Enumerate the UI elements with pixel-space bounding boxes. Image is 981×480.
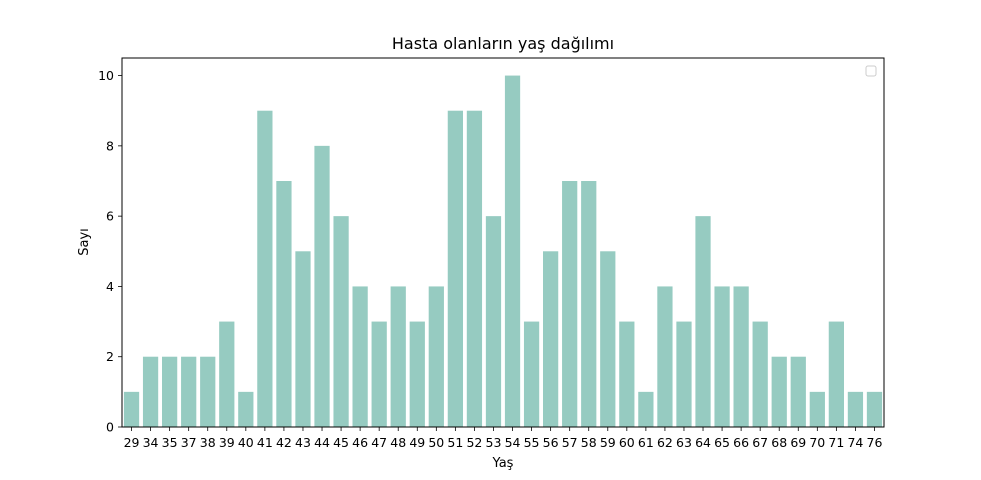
- bar-age-70: [809, 391, 825, 427]
- bar-age-42: [276, 181, 292, 427]
- bar-age-46: [352, 286, 368, 427]
- x-tick-label: 61: [638, 435, 654, 450]
- x-tick-label: 42: [276, 435, 292, 450]
- x-tick-label: 55: [524, 435, 540, 450]
- y-axis: 0 2 4 6 8 10: [98, 68, 122, 435]
- bar-age-69: [790, 356, 806, 427]
- x-tick-label: 69: [790, 435, 806, 450]
- x-tick-label: 41: [257, 435, 273, 450]
- bar-age-61: [638, 391, 654, 427]
- x-tick-label: 67: [752, 435, 768, 450]
- x-tick-label: 52: [466, 435, 482, 450]
- bar-age-45: [333, 216, 349, 427]
- y-axis-title: Sayı: [77, 228, 92, 256]
- x-tick-label: 68: [771, 435, 787, 450]
- bar-age-71: [828, 321, 844, 427]
- x-tick-label: 40: [238, 435, 254, 450]
- x-tick-label: 47: [371, 435, 387, 450]
- x-tick-label: 65: [714, 435, 730, 450]
- bar-age-38: [200, 356, 216, 427]
- x-tick-label: 56: [543, 435, 559, 450]
- x-tick-label: 70: [809, 435, 825, 450]
- bar-age-40: [238, 391, 254, 427]
- bar-age-67: [752, 321, 768, 427]
- bar-age-39: [219, 321, 235, 427]
- x-tick-label: 53: [486, 435, 502, 450]
- y-tick-label: 6: [106, 209, 114, 224]
- x-tick-label: 64: [695, 435, 711, 450]
- chart-title: Hasta olanların yaş dağılımı: [392, 34, 614, 53]
- bar-age-66: [733, 286, 749, 427]
- x-tick-label: 29: [124, 435, 140, 450]
- x-tick-label: 60: [619, 435, 635, 450]
- x-axis-title: Yaş: [492, 456, 514, 471]
- bar-age-64: [695, 216, 711, 427]
- plot-frame: [121, 57, 885, 428]
- x-tick-label: 34: [143, 435, 159, 450]
- bar-age-54: [504, 75, 521, 427]
- y-tick-label: 0: [106, 420, 114, 435]
- x-axis: 29 34 35 37 38 39 40 41 42 43 44 45 46 47 48 49 50 51 52 53…: [124, 427, 883, 450]
- x-tick-label: 38: [200, 435, 216, 450]
- x-tick-label: 49: [409, 435, 425, 450]
- x-tick-label: 62: [657, 435, 673, 450]
- x-tick-label: 48: [390, 435, 406, 450]
- x-tick-label: 37: [181, 435, 197, 450]
- bar-age-49: [409, 321, 425, 427]
- y-tick-label: 2: [106, 349, 114, 364]
- bar-age-65: [714, 286, 730, 427]
- bar-age-52: [466, 110, 483, 428]
- bar-age-55: [523, 321, 540, 427]
- bar-age-56: [543, 251, 559, 427]
- bar-age-74: [847, 391, 864, 427]
- x-tick-label: 50: [428, 435, 444, 450]
- bars-group: [123, 75, 883, 428]
- bar-age-53: [485, 216, 502, 427]
- x-tick-label: 44: [314, 435, 330, 450]
- x-tick-label: 58: [581, 435, 597, 450]
- x-tick-label: 39: [219, 435, 235, 450]
- bar-age-48: [390, 286, 406, 427]
- y-tick-label: 10: [98, 68, 114, 83]
- x-tick-label: 54: [505, 435, 521, 450]
- y-tick-label: 4: [106, 279, 114, 294]
- bar-age-62: [657, 286, 673, 427]
- x-tick-label: 66: [733, 435, 749, 450]
- bar-age-63: [676, 321, 692, 427]
- bar-age-29: [123, 391, 140, 427]
- x-tick-label: 76: [867, 435, 883, 450]
- legend-box: [865, 65, 877, 77]
- x-tick-label: 59: [600, 435, 616, 450]
- x-tick-label: 46: [352, 435, 368, 450]
- bar-age-51: [447, 110, 463, 428]
- bar-age-34: [142, 356, 159, 427]
- bar-age-58: [581, 181, 597, 427]
- bar-age-47: [371, 321, 387, 427]
- bar-age-44: [314, 145, 330, 428]
- x-tick-label: 57: [562, 435, 578, 450]
- bar-age-50: [428, 286, 444, 427]
- bar-age-37: [181, 356, 197, 427]
- x-tick-label: 74: [847, 435, 863, 450]
- bar-age-76: [866, 391, 883, 427]
- bar-age-59: [600, 251, 616, 427]
- bar-age-35: [162, 356, 178, 427]
- x-tick-label: 71: [828, 435, 844, 450]
- bar-age-43: [295, 251, 311, 427]
- x-tick-label: 45: [333, 435, 349, 450]
- x-tick-label: 63: [676, 435, 692, 450]
- x-tick-label: 43: [295, 435, 311, 450]
- y-tick-label: 8: [106, 138, 114, 153]
- bar-age-60: [619, 321, 635, 427]
- x-tick-label: 51: [447, 435, 463, 450]
- bar-age-41: [257, 110, 273, 428]
- x-tick-label: 35: [162, 435, 178, 450]
- bar-age-68: [771, 356, 787, 427]
- bar-age-57: [562, 181, 578, 427]
